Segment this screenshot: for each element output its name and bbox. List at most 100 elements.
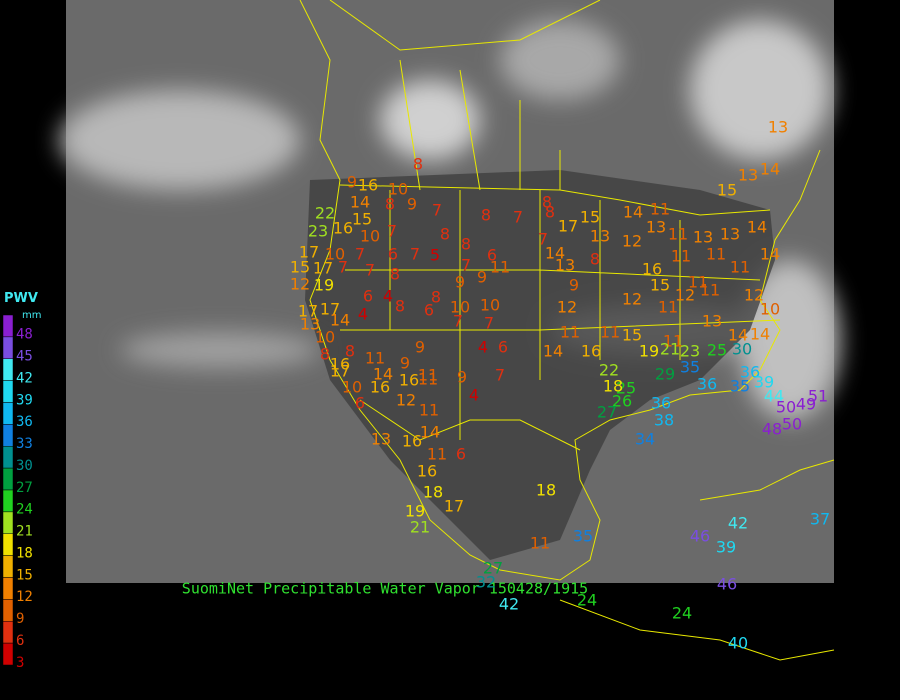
station-value: 16 <box>370 378 390 397</box>
station-value: 17 <box>320 300 340 319</box>
station-value: 6 <box>355 394 365 413</box>
station-value: 13 <box>738 166 758 185</box>
station-value: 35 <box>730 377 750 396</box>
station-value: 8 <box>461 235 471 254</box>
station-value: 21 <box>660 340 680 359</box>
station-value: 16 <box>358 176 378 195</box>
station-value: 10 <box>450 298 470 317</box>
station-value: 7 <box>387 222 397 241</box>
station-value: 7 <box>538 230 548 249</box>
station-value: 12 <box>396 391 416 410</box>
station-value: 11 <box>490 258 510 277</box>
caption: SuomiNet Precipitable Water Vapor 150428… <box>182 580 588 598</box>
station-value: 12 <box>622 232 642 251</box>
station-value: 46 <box>717 575 737 594</box>
station-value: 6 <box>424 301 434 320</box>
station-value: 10 <box>760 300 780 319</box>
station-value: 13 <box>555 256 575 275</box>
station-value: 7 <box>338 258 348 277</box>
station-value: 11 <box>600 323 620 342</box>
station-value: 14 <box>543 342 563 361</box>
station-value: 17 <box>298 302 318 321</box>
station-value: 36 <box>740 363 760 382</box>
station-value: 13 <box>693 228 713 247</box>
station-value: 8 <box>542 193 552 212</box>
legend-swatch <box>2 642 14 666</box>
station-value: 23 <box>308 222 328 241</box>
station-value: 7 <box>453 312 463 331</box>
station-value: 49 <box>796 395 816 414</box>
station-value: 7 <box>495 366 505 385</box>
station-value: 11 <box>650 200 670 219</box>
station-value: 11 <box>418 366 438 385</box>
station-value: 10 <box>325 245 345 264</box>
station-value: 39 <box>716 538 736 557</box>
legend-swatch <box>2 336 14 359</box>
station-value: 8 <box>545 203 555 222</box>
boundaries <box>299 0 835 661</box>
station-value: 6 <box>487 246 497 265</box>
station-value: 11 <box>700 281 720 300</box>
legend-label: 48 <box>16 327 33 343</box>
station-value: 26 <box>612 392 632 411</box>
station-value: 50 <box>782 415 802 434</box>
station-value: 13 <box>300 315 320 334</box>
station-value: 16 <box>402 432 422 451</box>
legend-swatch <box>2 489 14 513</box>
station-value: 40 <box>728 634 748 653</box>
legend-label: 6 <box>16 633 24 649</box>
station-value: 11 <box>688 273 708 292</box>
station-value: 17 <box>313 259 333 278</box>
station-value: 14 <box>747 218 767 237</box>
legend-title: PWV <box>4 291 38 306</box>
station-value: 16 <box>399 371 419 390</box>
station-value: 15 <box>717 181 737 200</box>
station-value: 18 <box>536 481 556 500</box>
station-value: 14 <box>420 423 440 442</box>
station-value: 21 <box>410 518 430 537</box>
station-value: 17 <box>558 217 578 236</box>
station-value: 17 <box>444 497 464 516</box>
station-value: 8 <box>395 297 405 316</box>
station-value: 7 <box>484 314 494 333</box>
station-value: 42 <box>499 595 519 614</box>
station-value: 5 <box>430 246 440 265</box>
station-value: 16 <box>642 260 662 279</box>
station-value: 25 <box>616 379 636 398</box>
legend-label: 30 <box>16 458 33 474</box>
station-value: 6 <box>498 338 508 357</box>
station-value: 14 <box>373 365 393 384</box>
station-value: 36 <box>651 394 671 413</box>
legend-label: 39 <box>16 392 33 408</box>
legend-swatch <box>2 621 14 644</box>
station-value: 11 <box>730 258 750 277</box>
station-value: 7 <box>410 245 420 264</box>
station-value: 11 <box>663 332 683 351</box>
station-value: 11 <box>706 245 726 264</box>
station-value: 11 <box>418 370 438 389</box>
station-value: 11 <box>671 247 691 266</box>
legend-unit: mm <box>22 310 41 321</box>
station-value: 9 <box>407 195 417 214</box>
station-value: 12 <box>557 298 577 317</box>
station-value: 13 <box>768 118 788 137</box>
station-value: 11 <box>427 445 447 464</box>
station-value: 42 <box>728 514 748 533</box>
station-value: 23 <box>680 342 700 361</box>
station-value: 15 <box>650 276 670 295</box>
station-value: 25 <box>707 341 727 360</box>
station-value: 11 <box>658 298 678 317</box>
station-value: 11 <box>668 225 688 244</box>
station-value: 6 <box>456 445 466 464</box>
station-value: 8 <box>481 206 491 225</box>
station-value: 12 <box>290 275 310 294</box>
station-value: 50 <box>776 398 796 417</box>
station-value: 16 <box>417 462 437 481</box>
station-value: 7 <box>365 261 375 280</box>
station-value: 22 <box>315 204 335 223</box>
station-value: 17 <box>330 362 350 381</box>
station-value: 14 <box>350 193 370 212</box>
legend-label: 12 <box>16 589 33 605</box>
station-value: 14 <box>728 326 748 345</box>
